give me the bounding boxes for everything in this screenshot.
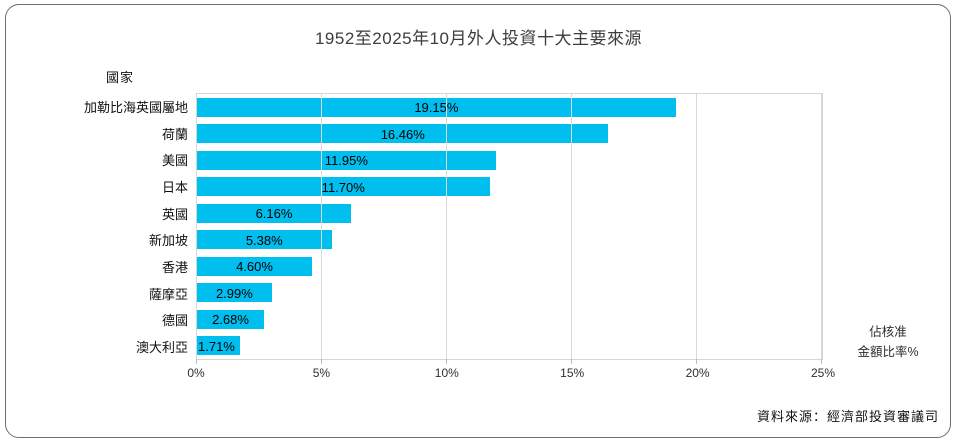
bar [197, 283, 272, 303]
axis-tick-mark [821, 359, 822, 364]
bar-rows: 19.15% 16.46% 11.95% 11.70% 6.16% 5.38% 4.60% 2… [197, 94, 822, 359]
axis-tick-mark [696, 359, 697, 364]
value-axis-title-line1: 佔核准 [869, 325, 907, 339]
bar-row: 4.60% [197, 253, 822, 280]
bar [197, 124, 609, 144]
value-axis-tick-label: 10% [434, 366, 459, 380]
bar [197, 97, 676, 117]
bar-row: 5.38% [197, 227, 822, 254]
category-label: 薩摩亞 [148, 286, 188, 302]
bar-data-label: 5.38% [245, 232, 283, 248]
axis-tick-mark [446, 359, 447, 364]
axis-tick-mark [571, 359, 572, 364]
gridline [571, 94, 572, 359]
bar-data-label: 16.46% [380, 126, 425, 142]
bar-row: 1.71% [197, 333, 822, 360]
category-label: 荷蘭 [161, 126, 188, 142]
value-axis-title: 佔核准 金額比率% [836, 322, 940, 362]
category-axis-title: 國家 [106, 70, 135, 85]
bar-data-label: 11.70% [321, 179, 365, 195]
value-axis-tick-label: 15% [560, 366, 585, 380]
bar [197, 256, 312, 276]
value-axis-tick-label: 20% [685, 366, 710, 380]
value-axis-tick-label: 25% [810, 366, 836, 380]
axis-tick-mark [196, 359, 197, 364]
value-axis-tick-label: 0% [187, 366, 205, 380]
bar-data-label: 1.71% [198, 338, 235, 354]
bar [197, 177, 490, 197]
category-axis-labels: 加勒比海英國屬地荷蘭美國日本英國新加坡香港薩摩亞德國澳大利亞 [0, 93, 188, 360]
category-label: 加勒比海英國屬地 [83, 99, 188, 115]
bar-data-label: 2.99% [215, 285, 253, 301]
bar-row: 16.46% [197, 121, 822, 148]
bar-data-label: 4.60% [236, 259, 273, 275]
bar-data-label: 2.68% [212, 312, 249, 328]
bar-row: 11.95% [197, 147, 822, 174]
source-note: 資料來源：經濟部投資審議司 [756, 409, 939, 424]
bar-row: 6.16% [197, 200, 822, 227]
category-label: 澳大利亞 [135, 340, 188, 356]
bar [197, 203, 351, 223]
bar-data-label: 11.95% [324, 153, 368, 169]
value-axis: 0% 5% 10% 15% 20% 25% [187, 366, 835, 382]
bar-row: 2.68% [197, 306, 822, 333]
gridline [321, 94, 322, 359]
bar-data-label: 6.16% [255, 206, 293, 222]
bar [197, 309, 264, 329]
plot-area: 19.15% 16.46% 11.95% 11.70% 6.16% 5.38% 4.60% 2… [196, 93, 823, 364]
category-label: 新加坡 [148, 233, 188, 249]
category-label: 香港 [161, 260, 188, 276]
category-label: 美國 [161, 153, 188, 169]
gridline [696, 94, 697, 359]
category-label: 德國 [161, 313, 188, 329]
category-label: 日本 [161, 179, 188, 195]
bar [197, 150, 496, 170]
bar [197, 230, 332, 250]
category-label: 英國 [161, 206, 188, 222]
bar-row: 11.70% [197, 174, 822, 201]
gridline [821, 94, 822, 359]
bar-row: 19.15% [197, 94, 822, 121]
chart-title: 1952至2025年10月外人投資十大主要來源 [314, 29, 643, 48]
bar [197, 336, 240, 356]
gridline [446, 94, 447, 359]
value-axis-tick-label: 5% [312, 366, 331, 380]
bar-row: 2.99% [197, 280, 822, 307]
bar-data-label: 19.15% [414, 100, 459, 116]
axis-tick-mark [321, 359, 322, 364]
value-axis-title-line2: 金額比率% [857, 345, 919, 359]
